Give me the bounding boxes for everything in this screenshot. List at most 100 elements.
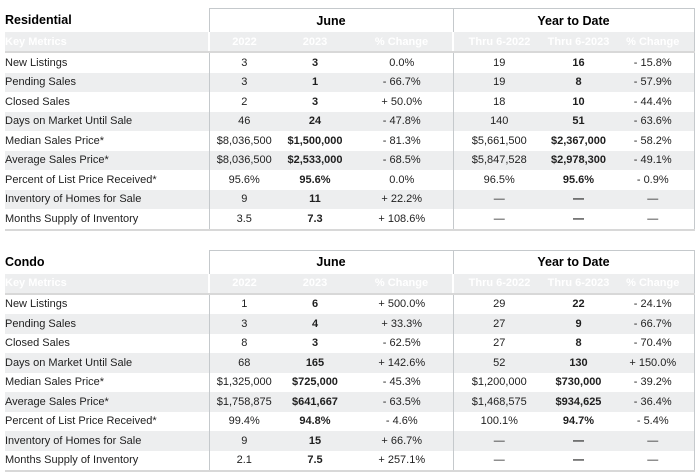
metric-value: 99.4% <box>208 411 279 431</box>
metric-value: $934,625 <box>545 392 612 412</box>
metric-value: 9 <box>545 314 612 334</box>
metric-value: 51 <box>545 111 612 131</box>
ytd-section-header: Year to Date <box>452 8 695 32</box>
metric-value: 140 <box>452 111 545 131</box>
metric-value: 130 <box>545 353 612 373</box>
metric-value: 3 <box>208 52 279 73</box>
column-header-ytd-pct-change: % Change <box>612 273 695 295</box>
metric-value: 24 <box>279 111 351 131</box>
metric-value: 27 <box>452 314 545 334</box>
metric-value: - 45.3% <box>382 376 421 389</box>
metric-value: $641,667 <box>279 392 351 412</box>
metric-value: + 500.0% <box>378 298 426 311</box>
table-row: Percent of List Price Received* 95.6% 95.6… <box>5 170 695 190</box>
metric-value: - 47.8% <box>351 111 453 131</box>
metric-value: 0.0% <box>389 56 415 69</box>
column-header-2022: 2022 <box>208 273 279 295</box>
metric-label: Months Supply of Inventory <box>5 450 209 472</box>
metric-value: - 81.3% <box>382 134 421 147</box>
metric-value: $8,036,500 <box>208 131 279 151</box>
table-row: Pending Sales 3 1- 66.7% 19 8- 57.9% <box>5 72 695 92</box>
panel-title-residential: Residential <box>5 8 209 32</box>
metric-value: — <box>452 209 545 231</box>
metric-value: — <box>545 189 612 209</box>
metric-value: — <box>545 209 612 231</box>
june-section-header: June <box>208 249 454 274</box>
metric-value: + 22.2% <box>351 189 453 209</box>
metric-value: - 63.5% <box>351 392 453 412</box>
metric-value: 1 <box>208 293 279 314</box>
table-row: Days on Market Until Sale 46 24- 47.8% 140 5… <box>5 111 695 131</box>
metric-value: 95.6% <box>208 170 279 190</box>
metric-value: - 58.2% <box>612 131 695 151</box>
table-row: New Listings 3 3 0.0% 19 16 - 15.8% <box>5 52 695 73</box>
metric-label: Pending Sales <box>5 72 209 92</box>
column-header-thru-2023: Thru 6-2023 <box>545 32 612 53</box>
metric-label: Pending Sales <box>5 314 209 334</box>
table-row: Median Sales Price* $8,036,500 $1,500,000 -… <box>5 131 695 151</box>
panel-title-condo: Condo <box>5 250 209 274</box>
metric-value: 2 <box>208 92 279 112</box>
metric-value: + 257.1% <box>351 450 453 472</box>
metric-value: 96.5% <box>452 170 545 190</box>
metric-value: 9 <box>208 189 279 209</box>
metric-value: 3 <box>311 95 319 108</box>
metric-value: 94.8% <box>299 415 331 428</box>
table-row: Median Sales Price* $1,325,000 $725,000 - 4… <box>5 372 695 392</box>
metric-value: 46 <box>208 111 279 131</box>
metric-value: 6 <box>311 298 319 311</box>
metric-value: 3 <box>311 337 319 350</box>
column-header-row: Key Metrics 2022 2023 % Change Thru 6-20… <box>5 32 695 53</box>
metric-value: - 57.9% <box>612 72 695 92</box>
metric-value: 19 <box>452 72 545 92</box>
ytd-section-header: Year to Date <box>452 249 695 274</box>
metric-label: New Listings <box>5 56 68 69</box>
metric-value: 1 <box>279 72 351 92</box>
metric-value: 8 <box>208 333 279 353</box>
column-header-pct-change: % Change <box>351 273 453 295</box>
metric-label: Closed Sales <box>5 95 70 108</box>
metric-value: — <box>612 431 695 451</box>
table-row: Average Sales Price* $1,758,875 $641,667- … <box>5 392 695 412</box>
table-row: Months Supply of Inventory 2.1 7.5 + 257.1%… <box>5 450 695 472</box>
metric-value: $1,758,875 <box>208 392 279 412</box>
metric-value: 2.1 <box>208 450 279 472</box>
metric-value: + 66.7% <box>351 431 453 451</box>
metric-value: 0.0% <box>389 173 415 186</box>
table-row: Percent of List Price Received* 99.4% 94.8… <box>5 411 695 431</box>
metric-value: - 15.8% <box>612 52 695 73</box>
column-header-ytd-pct-change: % Change <box>612 32 695 53</box>
metric-value: 165 <box>279 353 351 373</box>
metric-value: — <box>612 209 695 231</box>
metric-value: + 142.6% <box>351 353 453 373</box>
metric-value: 3 <box>208 72 279 92</box>
metric-value: $1,468,575 <box>452 392 545 412</box>
metric-value: $2,533,000 <box>279 150 351 170</box>
metric-value: - 63.6% <box>612 111 695 131</box>
metric-value: 8 <box>545 72 612 92</box>
column-header-pct-change: % Change <box>351 32 453 53</box>
metric-value: 100.1% <box>452 411 545 431</box>
metric-value: $1,200,000 <box>452 372 545 392</box>
metric-value: 10 <box>572 95 585 108</box>
column-header-row: Key Metrics 2022 2023 % Change Thru 6-20… <box>5 273 695 295</box>
metric-value: 7.5 <box>279 450 351 472</box>
table-row: Inventory of Homes for Sale 9 15 + 66.7% — — — <box>5 431 695 451</box>
column-header-2022: 2022 <box>208 32 279 53</box>
metric-value: - 39.2% <box>612 372 695 392</box>
metric-value: 3 <box>311 56 319 69</box>
metric-value: - 24.1% <box>612 293 695 314</box>
metric-value: 27 <box>452 333 545 353</box>
table-row: Average Sales Price* $8,036,500 $2,533,000… <box>5 150 695 170</box>
metric-value: 18 <box>452 92 545 112</box>
table-row: Closed Sales 2 3 + 50.0% 18 10 - 44.4% <box>5 92 695 112</box>
metric-label: Average Sales Price* <box>5 392 209 412</box>
table-row: Inventory of Homes for Sale 9 11 + 22.2% — — — <box>5 189 695 209</box>
metric-label: Days on Market Until Sale <box>5 353 209 373</box>
metric-value: - 36.4% <box>612 392 695 412</box>
metric-label: Months Supply of Inventory <box>5 209 209 231</box>
condo-title-row: Condo June Year to Date <box>5 249 695 274</box>
metric-label: Median Sales Price* <box>5 376 105 389</box>
metric-value: + 150.0% <box>612 353 695 373</box>
